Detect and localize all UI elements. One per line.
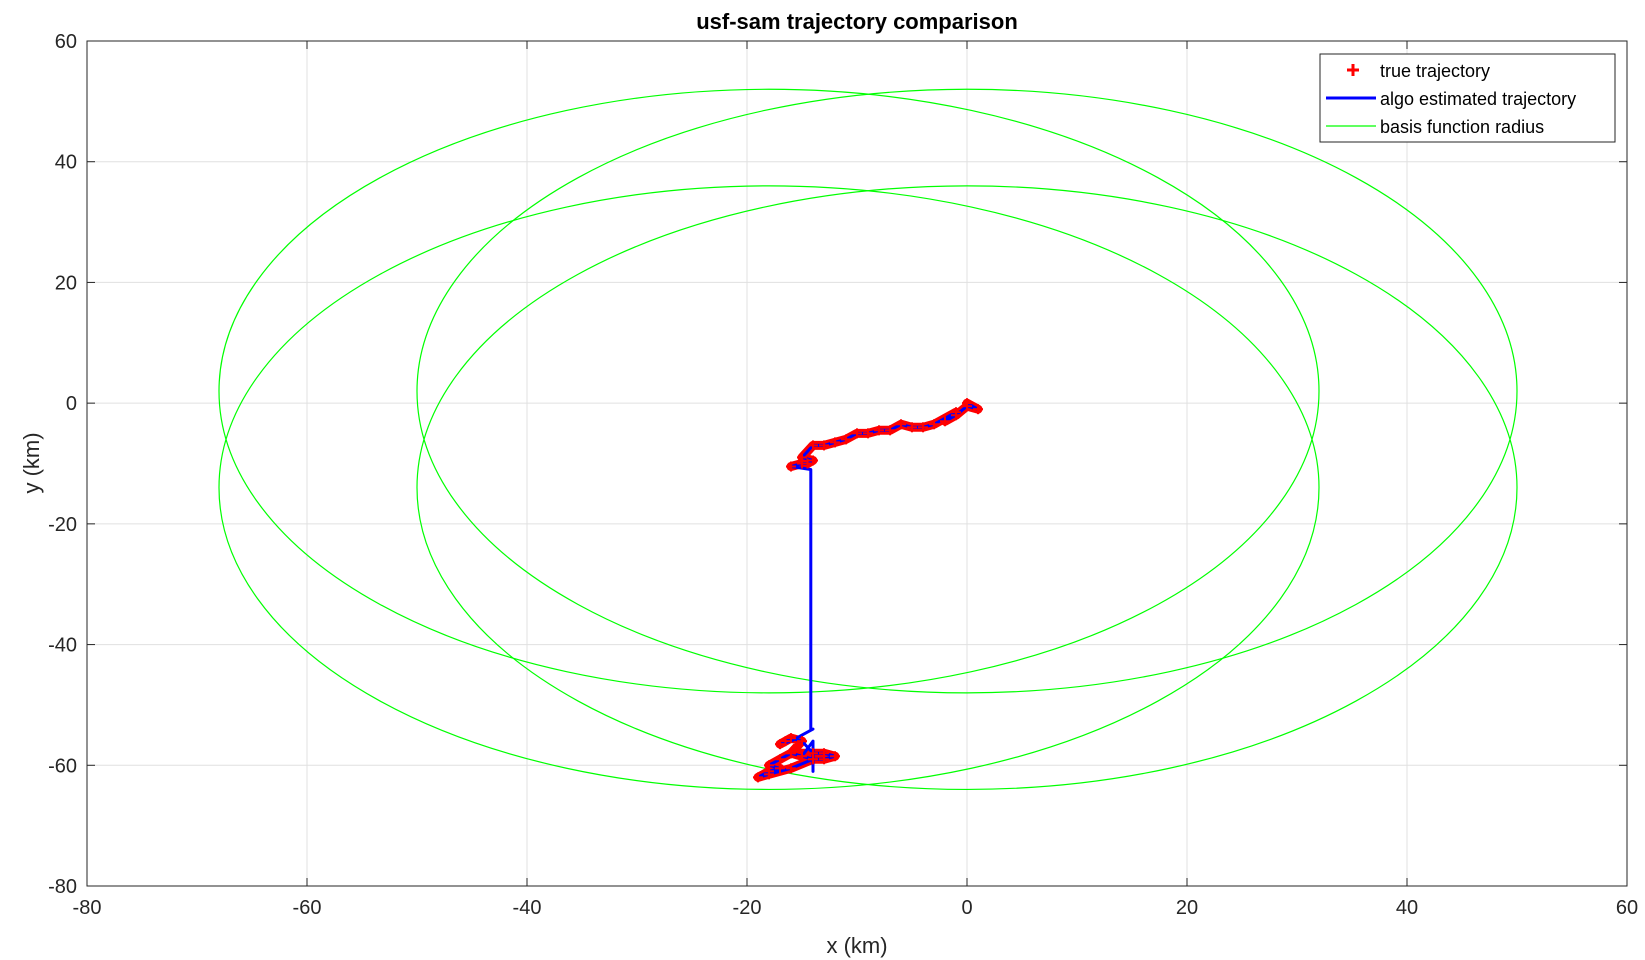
plot-background [87, 41, 1627, 886]
x-tick-label: -20 [733, 897, 762, 919]
axis-ticks: -80 -60 -40 -20 0 20 40 60 -80 -60 -40 -20 0 20 40 60 [48, 31, 1638, 919]
legend: true trajectory algo estimated trajector… [1319, 53, 1616, 143]
basis-function-ellipse [416, 88, 1518, 694]
true-trajectory-point [896, 419, 906, 430]
true-trajectory-point [940, 416, 950, 427]
true-trajectory-point [786, 748, 796, 759]
true-trajectory-point [808, 455, 818, 466]
true-trajectory-point [852, 428, 862, 439]
y-tick-label: 40 [55, 152, 77, 174]
y-tick-label: -60 [48, 755, 77, 777]
true-trajectory-point [808, 754, 818, 765]
true-trajectory-point [973, 404, 983, 415]
true-trajectory-point [775, 754, 785, 765]
true-trajectory-point [786, 763, 796, 774]
y-tick-label: 20 [55, 272, 77, 294]
true-trajectory-point [929, 419, 939, 430]
y-tick-label: -20 [48, 514, 77, 536]
true-trajectory-point [797, 458, 807, 469]
true-trajectory-point [775, 763, 785, 774]
chart-title: usf-sam trajectory comparison [696, 9, 1018, 34]
x-tick-label: 40 [1396, 897, 1418, 919]
legend-estimated-label: algo estimated trajectory [1380, 89, 1576, 109]
true-trajectory-point [797, 736, 807, 747]
true-trajectory-point [775, 739, 785, 750]
true-trajectory-point [962, 401, 972, 412]
true-trajectory-series [753, 398, 983, 783]
true-trajectory-point [764, 769, 774, 780]
true-trajectory-point [780, 736, 791, 747]
plot-frame [86, 40, 1628, 887]
basis-function-ellipse [416, 185, 1518, 791]
true-trajectory-point [786, 733, 796, 744]
x-tick-label: -40 [513, 897, 542, 919]
true-trajectory-point [841, 434, 851, 445]
true-trajectory-point [797, 751, 807, 762]
legend-true-label: true trajectory [1380, 61, 1490, 81]
true-trajectory-point [874, 425, 884, 436]
y-tick-label: 60 [55, 31, 77, 53]
true-trajectory-point [863, 428, 873, 439]
true-trajectory-point [918, 422, 928, 433]
true-trajectory-point [830, 751, 840, 762]
legend-basis-label: basis function radius [1380, 117, 1544, 137]
x-tick-label: 60 [1616, 897, 1638, 919]
basis-function-ellipse [218, 185, 1320, 791]
true-trajectory-point [885, 425, 895, 436]
basis-function-ellipse [218, 88, 1320, 694]
true-trajectory-point [819, 440, 829, 451]
true-trajectory-point [907, 422, 917, 433]
x-axis-label: x (km) [826, 933, 887, 958]
y-tick-label: -80 [48, 876, 77, 898]
basis-function-radius-series [218, 88, 1518, 791]
true-trajectory-point [951, 407, 961, 418]
true-trajectory-point [786, 461, 796, 472]
y-tick-label: -40 [48, 635, 77, 657]
y-axis-label: y (km) [19, 432, 44, 493]
x-tick-label: 0 [961, 897, 972, 919]
true-trajectory-point [830, 437, 840, 448]
x-tick-label: -80 [73, 897, 102, 919]
legend-true-marker [1347, 64, 1359, 76]
true-trajectory-point [753, 772, 763, 783]
y-tick-label: 0 [66, 393, 77, 415]
x-tick-label: 20 [1176, 897, 1198, 919]
x-tick-label: -60 [293, 897, 322, 919]
true-trajectory-point [819, 754, 829, 765]
true-trajectory-point [808, 440, 818, 451]
